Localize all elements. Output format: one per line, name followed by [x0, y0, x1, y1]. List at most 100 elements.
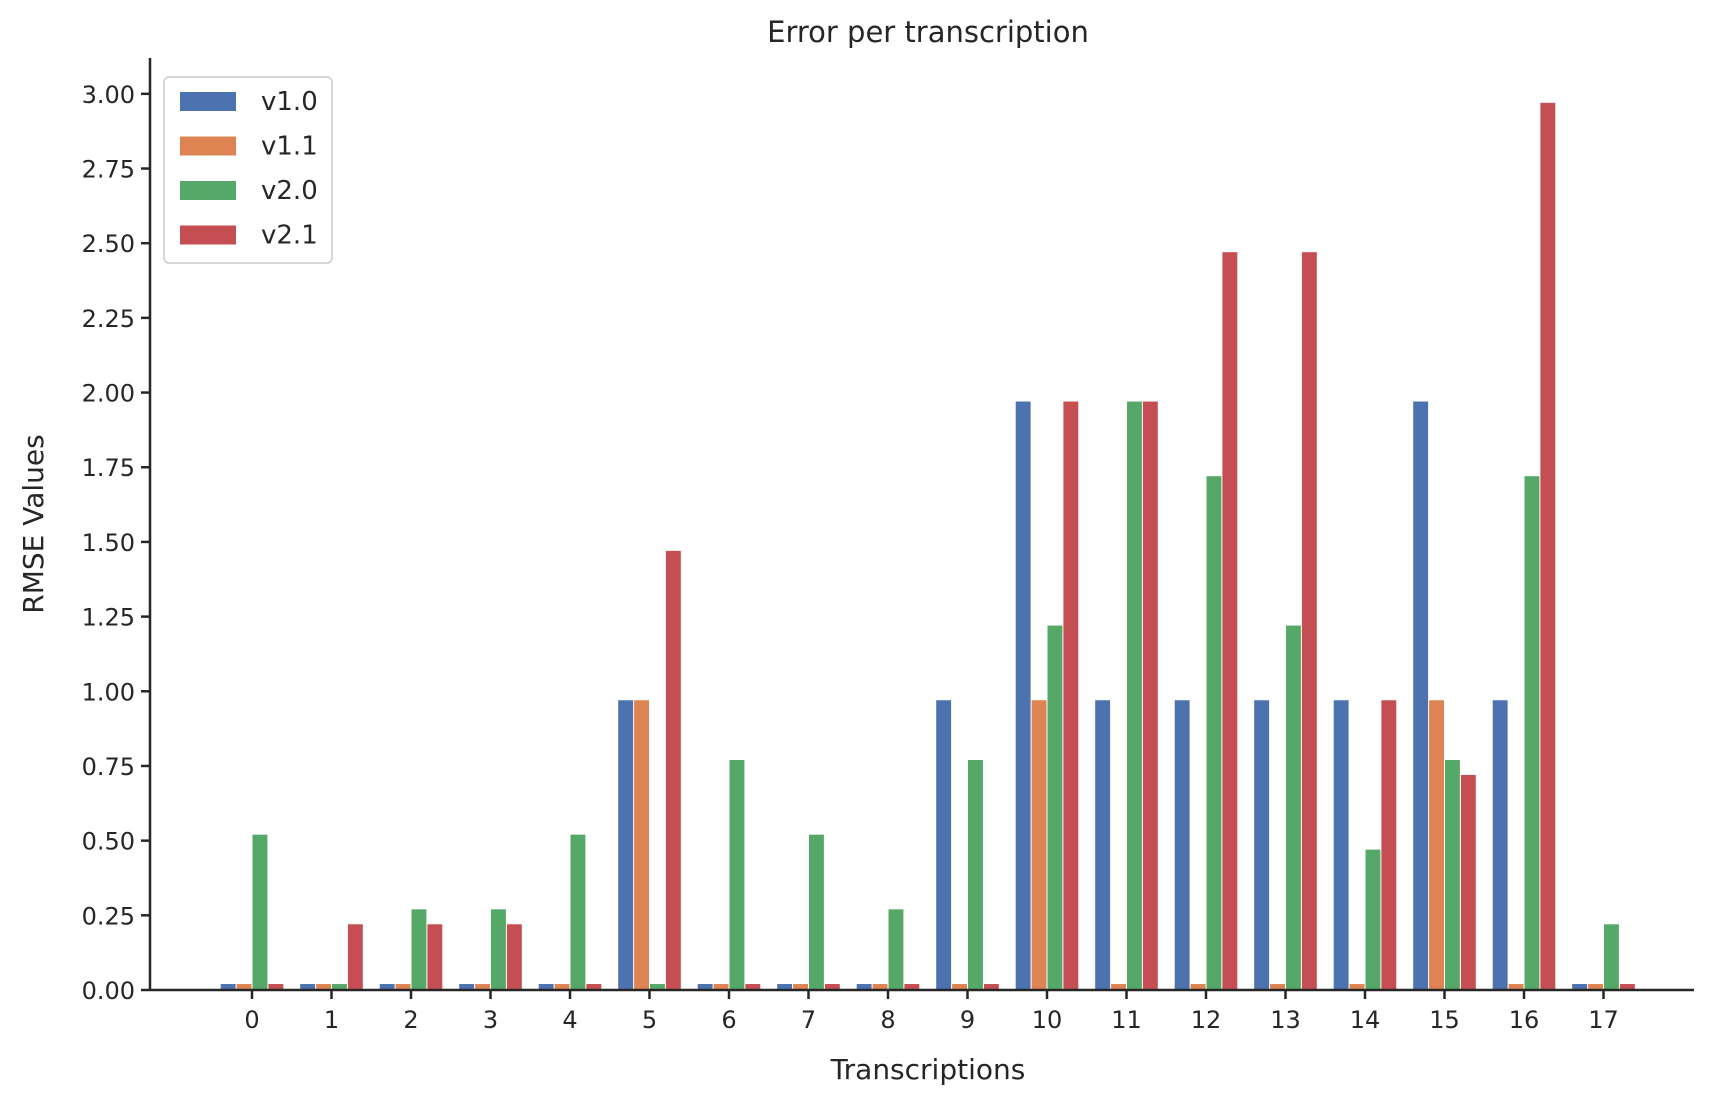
- bar-v2.0-7: [809, 834, 824, 990]
- x-tick-label: 6: [721, 1006, 736, 1034]
- bar-v1.0-8: [856, 984, 872, 990]
- x-tick-label: 3: [483, 1006, 498, 1034]
- bar-v2.1-9: [983, 984, 999, 990]
- bar-v1.1-17: [1588, 984, 1603, 990]
- chart-title: Error per transcription: [767, 15, 1089, 49]
- y-tick-label: 2.50: [82, 230, 135, 258]
- bar-v1.1-0: [236, 984, 252, 990]
- bar-v1.1-4: [554, 984, 570, 990]
- y-tick-label: 1.00: [82, 678, 135, 706]
- bar-v2.0-8: [888, 909, 904, 990]
- bar-v2.0-13: [1286, 625, 1301, 990]
- y-tick-label: 2.75: [82, 156, 135, 184]
- x-tick-label: 9: [960, 1006, 975, 1034]
- bar-v1.0-17: [1572, 984, 1588, 990]
- x-tick-label: 10: [1032, 1006, 1063, 1034]
- bar-v2.1-12: [1222, 252, 1238, 991]
- x-tick-label: 4: [562, 1006, 577, 1034]
- y-ticks: 0.00 0.25 0.50 0.75 1.00 1.25 1.50 1.75 2.00 2.25…: [82, 81, 150, 1005]
- y-tick-label: 0.25: [82, 902, 135, 930]
- x-tick-label: 14: [1350, 1006, 1381, 1034]
- bar-v2.1-8: [904, 984, 920, 990]
- y-axis-label: RMSE Values: [17, 434, 50, 613]
- bar-v1.1-3: [475, 984, 490, 990]
- bar-v1.0-11: [1095, 700, 1111, 990]
- bar-v2.0-16: [1524, 476, 1540, 991]
- bar-v1.0-4: [538, 984, 554, 990]
- legend-swatch-v2.1: [180, 225, 236, 245]
- bar-v1.1-12: [1190, 984, 1206, 990]
- legend: v1.0 v1.1 v2.0 v2.1: [163, 76, 333, 264]
- y-tick-label: 2.25: [82, 305, 135, 333]
- legend-frame: [163, 76, 333, 264]
- bar-v2.0-1: [332, 984, 347, 990]
- bar-v1.1-8: [872, 984, 888, 990]
- x-tick-label: 8: [880, 1006, 895, 1034]
- bar-v2.1-5: [665, 550, 681, 990]
- legend-label-v1.0: v1.0: [261, 87, 318, 117]
- bar-v1.1-6: [713, 984, 729, 990]
- bar-v2.0-11: [1127, 401, 1142, 990]
- x-tick-label: 11: [1111, 1006, 1142, 1034]
- bar-v1.1-16: [1508, 984, 1524, 990]
- bars-layer: [220, 102, 1635, 991]
- bar-v1.1-10: [1031, 700, 1047, 990]
- bar-v2.1-13: [1301, 252, 1317, 991]
- bar-v2.0-2: [411, 909, 427, 990]
- bar-v2.0-6: [729, 759, 745, 990]
- bar-v2.1-7: [824, 984, 840, 990]
- y-tick-label: 0.50: [82, 828, 135, 856]
- legend-items: v1.0 v1.1 v2.0 v2.1: [180, 87, 318, 251]
- bar-v2.1-0: [268, 984, 284, 990]
- y-tick-label: 0.00: [82, 977, 135, 1005]
- bar-v1.0-2: [379, 984, 395, 990]
- bar-v2.0-17: [1604, 924, 1619, 990]
- bar-v1.0-14: [1333, 700, 1349, 990]
- bar-v1.0-3: [459, 984, 475, 990]
- y-tick-label: 2.00: [82, 380, 135, 408]
- legend-swatch-v1.1: [180, 136, 236, 156]
- bar-v1.1-5: [634, 700, 649, 990]
- y-tick-label: 3.00: [82, 81, 135, 109]
- axes-layer: [148, 58, 1694, 992]
- bar-v2.1-15: [1460, 774, 1476, 990]
- bar-v2.1-6: [745, 984, 761, 990]
- bar-v1.0-15: [1413, 401, 1429, 990]
- x-axis-label: Transcriptions: [830, 1053, 1026, 1086]
- x-tick-label: 0: [244, 1006, 259, 1034]
- bar-v2.0-4: [570, 834, 586, 990]
- bar-v1.1-2: [395, 984, 411, 990]
- bar-v1.0-12: [1174, 700, 1190, 990]
- bar-v2.0-12: [1206, 476, 1222, 991]
- x-tick-label: 17: [1588, 1006, 1619, 1034]
- bar-v1.1-14: [1349, 984, 1365, 990]
- bar-v1.1-13: [1270, 984, 1285, 990]
- bar-v1.0-0: [220, 984, 236, 990]
- x-tick-label: 12: [1191, 1006, 1222, 1034]
- bar-v2.1-2: [427, 924, 443, 990]
- bar-v2.0-0: [252, 834, 268, 990]
- y-tick-label: 1.50: [82, 529, 135, 557]
- bar-v2.1-1: [347, 924, 363, 990]
- bar-v2.1-10: [1063, 401, 1079, 990]
- legend-label-v2.0: v2.0: [261, 176, 318, 206]
- y-tick-label: 1.25: [82, 604, 135, 632]
- bar-v1.0-7: [777, 984, 793, 990]
- x-tick-label: 15: [1429, 1006, 1460, 1034]
- bar-v1.0-16: [1492, 700, 1508, 990]
- bar-v1.1-15: [1429, 700, 1444, 990]
- bar-v2.1-16: [1540, 102, 1556, 990]
- bar-v1.0-1: [300, 984, 316, 990]
- bar-v2.1-4: [586, 984, 602, 990]
- bar-v2.0-3: [491, 909, 506, 990]
- legend-swatch-v2.0: [180, 181, 236, 200]
- bar-v2.1-11: [1142, 401, 1158, 990]
- bar-v1.1-11: [1111, 984, 1126, 990]
- bar-v2.1-17: [1619, 984, 1635, 990]
- bar-v2.0-9: [968, 759, 983, 990]
- bar-v1.1-7: [793, 984, 808, 990]
- bar-v2.1-3: [506, 924, 522, 990]
- bar-v1.0-6: [697, 984, 713, 990]
